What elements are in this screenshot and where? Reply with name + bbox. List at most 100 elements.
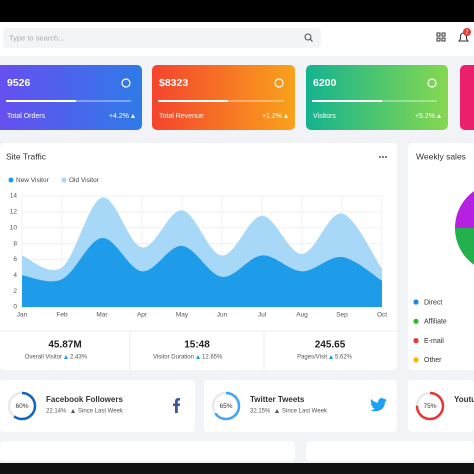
weekly-sales-panel	[408, 143, 474, 370]
y-tick-label: 10	[10, 224, 18, 231]
legend-label: New Visitor	[16, 177, 50, 184]
social-note: Since Last Week	[282, 409, 328, 415]
card-label: Total Orders	[7, 113, 46, 120]
search-icon[interactable]	[304, 33, 313, 42]
arrow-icon	[437, 114, 441, 118]
legend-label: Affiliate	[424, 319, 447, 326]
ring-progress	[7, 391, 37, 421]
card-group: 75% Youtube	[408, 380, 474, 432]
stat-change: 12.65%	[202, 355, 223, 361]
social-title: Youtube	[454, 395, 474, 404]
card-change: +1.2%	[262, 113, 282, 120]
legend-marker	[413, 357, 419, 363]
ring-label: 60%	[15, 403, 28, 410]
social-change: 22.14%	[46, 409, 67, 415]
arrow-icon	[275, 409, 279, 413]
x-tick-label: Jul	[258, 312, 267, 319]
y-tick-label: 0	[13, 304, 17, 311]
legend-marker	[413, 318, 419, 324]
legend-marker	[413, 338, 419, 344]
ring-label: 75%	[423, 403, 436, 410]
social-card	[204, 380, 397, 432]
stat-card	[460, 65, 474, 130]
stat-value: 15:48	[184, 340, 210, 351]
top-bar	[0, 0, 474, 22]
ring-label: 65%	[219, 403, 232, 410]
legend-label: Other	[424, 357, 442, 364]
area	[22, 237, 382, 307]
social-row: 60% Facebook Followers 22.14% Since Last We…	[0, 380, 474, 432]
stat-card	[0, 65, 142, 130]
stat-card	[306, 65, 448, 130]
notification-badge	[463, 28, 471, 36]
progress-bar	[158, 100, 228, 102]
arrow-icon	[71, 409, 75, 413]
x-tick-label: Mar	[96, 312, 108, 319]
stat-change: 2.43%	[70, 355, 88, 361]
x-tick-label: Jun	[217, 312, 228, 319]
stat-card	[152, 65, 295, 130]
stat-label: Visitor Duration	[153, 355, 194, 361]
progress-bar	[312, 100, 382, 102]
legend: Direct Affiliate E-mail Other	[413, 299, 447, 364]
x-tick-label: Apr	[137, 312, 148, 319]
pie-chart	[454, 184, 474, 272]
social-note: Since Last Week	[78, 409, 124, 415]
card-change: +4.2%	[109, 113, 129, 120]
card-label: Visitors	[313, 113, 336, 120]
arrow-icon	[64, 355, 68, 359]
y-tick-label: 8	[13, 240, 17, 247]
card-icon	[121, 78, 131, 88]
more-icon[interactable]	[379, 156, 387, 158]
pie-slice	[454, 184, 474, 228]
facebook-icon[interactable]	[173, 398, 181, 413]
area-chart: 0 2 4 6 8 10 12 14 Jan Feb Mar Apr May Jun Jul Aug Sep Oc…	[8, 177, 387, 319]
x-tick-label: Oct	[377, 312, 387, 319]
pie-slice	[454, 228, 474, 272]
search-placeholder: Type to search...	[9, 33, 64, 42]
stat-change: 5.62%	[335, 355, 353, 361]
legend-label: E-mail	[424, 338, 444, 345]
arrow-icon	[329, 355, 333, 359]
legend-marker	[61, 177, 67, 183]
card-icon	[427, 78, 437, 88]
panel-title: Weekly sales	[416, 151, 466, 161]
arrow-icon	[131, 114, 135, 118]
legend-marker	[413, 299, 419, 305]
x-tick-label: Sep	[336, 312, 348, 319]
y-tick-label: 6	[13, 256, 17, 263]
arrow-icon	[284, 114, 288, 118]
progress-bar	[6, 100, 76, 102]
ring-progress	[211, 391, 241, 421]
notification-count: 2	[466, 30, 469, 36]
x-tick-label: Jan	[17, 312, 28, 319]
card-label: Total Revenue	[159, 113, 204, 120]
legend-label: Direct	[424, 299, 442, 306]
y-tick-label: 14	[10, 193, 18, 200]
x-tick-label: Feb	[56, 312, 68, 319]
bottom-bar	[0, 463, 474, 474]
ring-progress	[415, 391, 445, 421]
card	[306, 441, 474, 461]
arrow-icon	[196, 355, 200, 359]
search-box[interactable]	[3, 28, 321, 48]
social-title: Facebook Followers	[46, 395, 123, 404]
twitter-icon[interactable]	[369, 397, 387, 412]
social-title: Twitter Tweets	[250, 395, 305, 404]
x-tick-label: May	[176, 312, 189, 319]
card-value: 6200	[313, 77, 337, 89]
social-change: 32.15%	[250, 409, 271, 415]
stat-value: 45.87M	[48, 340, 81, 351]
card-value: 9526	[7, 77, 31, 89]
stat-value: 245.65	[315, 340, 346, 351]
card-value: $8323	[159, 77, 188, 89]
x-tick-label: Aug	[296, 312, 308, 319]
legend-marker	[8, 177, 14, 183]
social-card	[0, 380, 195, 432]
card-change: +5.2%	[415, 113, 435, 120]
apps-icon[interactable]	[436, 32, 446, 42]
card-icon	[274, 78, 284, 88]
stat-label: Overall Visitor	[25, 355, 62, 361]
y-tick-label: 12	[10, 209, 18, 216]
